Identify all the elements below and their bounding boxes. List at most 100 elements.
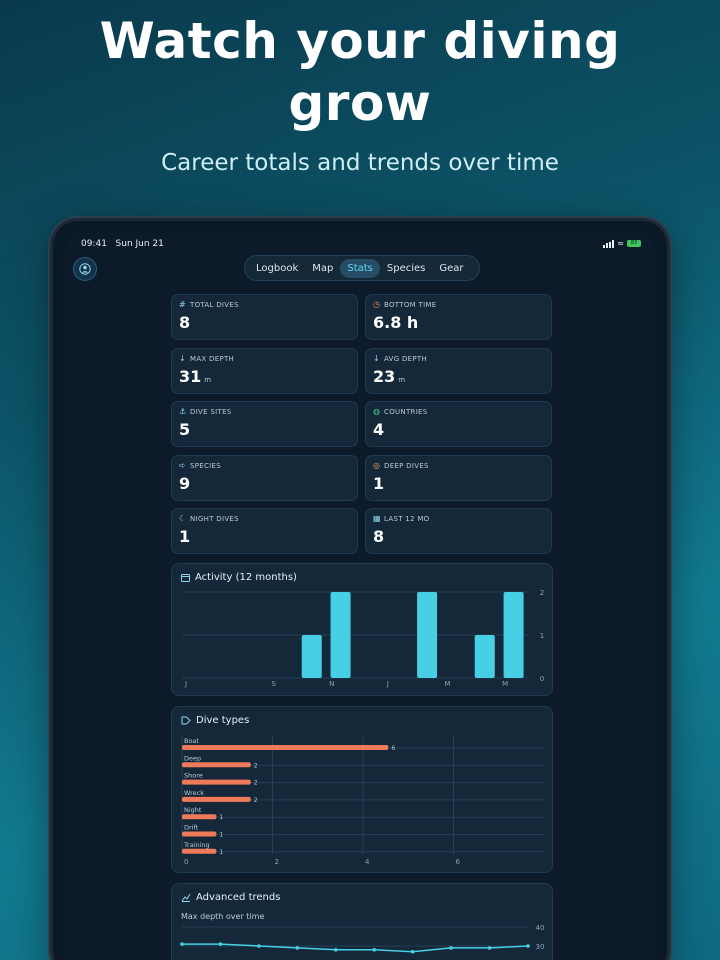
stat-card-species: ➪ SPECIES 9 <box>171 454 358 501</box>
stat-label: ◷ BOTTOM TIME <box>373 300 437 310</box>
stat-card-last-12-mo: ▦ LAST 12 MO 8 <box>365 508 552 554</box>
types-bar <box>182 745 389 750</box>
divetypes-panel: Dive types 0 2 4 6 Boat 6 Deep 2 Shore 2 Wreck 2 Nig… <box>171 706 553 873</box>
stat-label: ↓ MAX DEPTH <box>179 354 235 363</box>
depth-trend-chart: 30 40 <box>180 924 545 954</box>
tab-gear[interactable]: Gear <box>439 262 464 274</box>
stat-value: 8 <box>179 313 191 332</box>
stat-label-text: AVG DEPTH <box>384 354 428 363</box>
clock-icon: ◷ <box>373 300 381 309</box>
app-screen: 09:41 Sun Jun 21 ≈ 83 Logbook Map Stats Spe… <box>65 233 655 960</box>
advanced-title: Advanced trends <box>181 892 280 903</box>
types-value-label: 2 <box>254 797 258 804</box>
types-value-label: 1 <box>219 832 223 839</box>
tab-stats[interactable]: Stats <box>340 258 380 278</box>
stat-value: 9 <box>179 473 191 493</box>
signal-icon <box>603 239 615 248</box>
types-bar <box>182 848 217 854</box>
activity-y-tick: 0 <box>540 675 544 683</box>
types-value-label: 6 <box>391 745 395 752</box>
activity-bar <box>503 592 524 678</box>
stat-value: 6.8 h <box>373 313 419 332</box>
stat-value: 31 m <box>179 366 212 386</box>
stat-label: ◍ COUNTRIES <box>373 407 428 417</box>
activity-bar <box>474 635 495 678</box>
types-x-tick: 2 <box>275 858 279 866</box>
stat-value: 5 <box>179 420 191 439</box>
stat-value: 1 <box>373 473 385 493</box>
trend-point <box>180 942 184 946</box>
divetypes-chart: 0 2 4 6 Boat 6 Deep 2 Shore 2 Wreck 2 Night 1 Drift 1 Tr… <box>181 735 544 866</box>
stat-card-dive-sites: ⚓ DIVE SITES 5 <box>171 401 358 447</box>
globe-icon: ◍ <box>373 407 381 416</box>
stat-card-deep-dives: ◎ DEEP DIVES 1 <box>365 454 552 501</box>
advanced-title-text: Advanced trends <box>196 892 281 903</box>
stat-value: 4 <box>373 420 385 439</box>
tab-bar: Logbook Map Stats Species Gear <box>244 255 480 281</box>
activity-x-tick: M <box>445 680 451 688</box>
activity-y-tick: 1 <box>540 632 544 640</box>
stat-label-text: MAX DEPTH <box>190 354 235 363</box>
types-category-label: Deep <box>184 754 201 762</box>
tab-species[interactable]: Species <box>386 262 426 274</box>
stat-label: ➪ SPECIES <box>179 460 222 470</box>
advanced-panel: Advanced trends Max depth over time 30 40 <box>171 883 553 960</box>
stat-label-text: NIGHT DIVES <box>190 515 239 523</box>
trend-y-tick: 40 <box>536 924 545 932</box>
hero-subtitle: Career totals and trends over time <box>161 150 559 176</box>
types-bar <box>182 762 251 768</box>
status-date-text: Sun Jun 21 <box>115 239 164 249</box>
trend-point <box>526 944 530 948</box>
stat-unit: m <box>204 375 212 384</box>
stat-card-avg-depth: ↓ AVG DEPTH 23 m <box>365 347 552 394</box>
status-time-text: 09:41 <box>81 239 107 249</box>
types-bar <box>182 796 251 802</box>
activity-title-text: Activity (12 months) <box>195 572 297 583</box>
types-bar <box>182 814 217 820</box>
trend-point <box>295 946 300 950</box>
types-bar <box>182 831 217 837</box>
stat-value: 23 m <box>373 366 406 386</box>
activity-x-tick: S <box>272 680 277 688</box>
activity-bar <box>417 592 438 678</box>
calendar-icon <box>181 574 190 582</box>
types-value-label: 2 <box>254 780 258 787</box>
types-x-tick: 4 <box>365 858 370 866</box>
activity-y-tick: 2 <box>540 589 544 597</box>
types-value-label: 1 <box>219 814 223 821</box>
profile-button[interactable] <box>73 257 97 281</box>
activity-chart: 0 1 2 J S N J M M <box>182 589 544 688</box>
divetypes-title-text: Dive types <box>196 715 250 726</box>
tab-logbook[interactable]: Logbook <box>256 262 299 274</box>
tablet-frame: 09:41 Sun Jun 21 ≈ 83 Logbook Map Stats Spe… <box>50 218 670 960</box>
tab-map[interactable]: Map <box>312 262 334 274</box>
status-time: 09:41 Sun Jun 21 <box>81 239 164 249</box>
activity-panel: Activity (12 months) 0 1 2 J S N J M M <box>171 563 553 696</box>
stat-label-text: LAST 12 MO <box>384 515 430 523</box>
advanced-subtitle: Max depth over time <box>181 912 265 921</box>
battery-icon: 83 <box>627 240 641 247</box>
trend-point <box>257 944 261 948</box>
activity-title: Activity (12 months) <box>181 572 297 583</box>
stat-card-total-dives: # TOTAL DIVES 8 <box>171 294 358 340</box>
activity-x-tick: N <box>329 680 334 688</box>
stat-card-night-dives: ☾ NIGHT DIVES 1 <box>171 508 358 554</box>
hero-title-line1: Watch your diving <box>99 12 621 70</box>
fish-icon: ➪ <box>179 460 187 470</box>
stat-label-text: SPECIES <box>190 461 222 470</box>
trend-point <box>487 946 492 950</box>
stat-label-text: DEEP DIVES <box>384 461 429 470</box>
stat-label-text: TOTAL DIVES <box>190 301 239 309</box>
stat-card-bottom-time: ◷ BOTTOM TIME 6.8 h <box>365 294 552 340</box>
tag-icon <box>181 716 191 725</box>
types-category-label: Shore <box>184 772 203 780</box>
stat-label-text: COUNTRIES <box>384 408 428 416</box>
trend-icon <box>181 893 191 902</box>
gauge-icon: ◎ <box>373 460 381 470</box>
stat-label-text: BOTTOM TIME <box>384 301 437 309</box>
types-bar <box>182 779 251 785</box>
types-category-label: Night <box>184 806 202 814</box>
stat-card-countries: ◍ COUNTRIES 4 <box>365 401 552 447</box>
trend-point <box>410 949 415 954</box>
stat-card-max-depth: ↓ MAX DEPTH 31 m <box>171 347 358 394</box>
